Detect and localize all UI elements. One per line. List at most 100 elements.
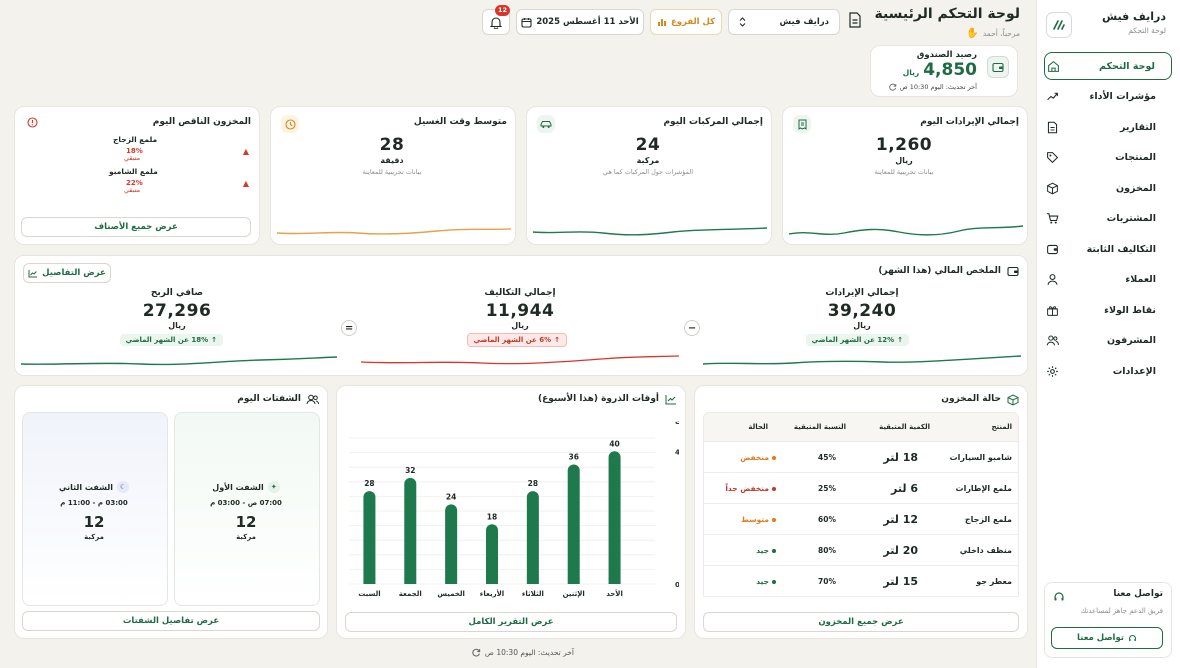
balance-updated: آخر تحديث: اليوم 10:30 ص (899, 83, 977, 91)
kpi-wash-time-title: متوسط وقت الغسيل (413, 117, 507, 127)
bar-value-label: 24 (446, 492, 456, 501)
low-stock-title: المخزون الناقص اليوم (152, 117, 251, 127)
first-shift-unit: مركبة (236, 533, 256, 541)
sidebar-item[interactable]: لوحة التحكم (1044, 52, 1172, 80)
second-shift-card: ☾ الشفت الثاني 03:00 م - 11:00 م 12 مركب… (22, 412, 168, 606)
kpi-revenue-note: بيانات تجريبية للمعاينة (874, 168, 934, 176)
refresh-icon[interactable] (889, 83, 897, 91)
bar-base (567, 578, 580, 584)
fin-profit-change: ↑ 18% عن الشهر الماضي (119, 334, 223, 346)
view-all-inventory-button[interactable]: عرض جميع المخزون (703, 612, 1019, 632)
branch-select[interactable]: درايف فيش (728, 9, 840, 35)
status-badge: جيد (756, 566, 776, 597)
user-icon (1044, 272, 1060, 288)
bar-base (363, 578, 376, 584)
sidebar-item[interactable]: الإعدادات (1044, 357, 1172, 385)
table-row: منظف داخلي 20 لتر 80% جيد (703, 535, 1019, 566)
kpi-revenue-value: 1,260 (875, 135, 933, 155)
brand-logo-icon (1046, 12, 1072, 38)
low-stock-item-name: ملمع الزجاج (113, 135, 158, 144)
wallet-icon (1007, 266, 1019, 277)
balance-amount: 4,850 (923, 60, 977, 80)
product-percent: 70% (818, 577, 836, 586)
receipt-icon (793, 115, 811, 133)
column-header: النسبة المتبقية (793, 423, 846, 431)
all-branches-button[interactable]: كل الفروع (650, 9, 722, 35)
fin-profit-value: 27,296 (142, 301, 212, 321)
sidebar-item[interactable]: نقاط الولاء (1044, 296, 1172, 324)
second-shift-name: الشفت الثاني (59, 482, 114, 492)
table-row: شامبو السيارات 18 لتر 45% منخفض (703, 442, 1019, 473)
date-text: الأحد 11 أغسطس 2025 (536, 17, 639, 27)
low-stock-card: المخزون الناقص اليوم ▲ ملمع الزجاج 18% م… (14, 106, 260, 245)
sidebar-item[interactable]: المشرفون (1044, 327, 1172, 355)
users-icon (1044, 333, 1060, 349)
view-full-report-button[interactable]: عرض التقرير الكامل (345, 612, 677, 632)
shifts-title: الشفتات اليوم (237, 394, 301, 404)
kpi-cars-title: إجمالي المركبات اليوم (663, 117, 763, 127)
bar (567, 464, 580, 584)
low-stock-item: ▲ ملمع الشامبو 22% متبقي (21, 167, 251, 197)
first-shift-time: 07:00 ص - 03:00 م (210, 499, 282, 507)
fin-profit-sparkline (21, 356, 337, 366)
wallet-icon (987, 56, 1009, 78)
alert-icon: ▲ (242, 147, 249, 156)
kpi-wash-time-card: متوسط وقت الغسيل 28 دقيقة بيانات تجريبية… (270, 106, 516, 245)
bar (445, 504, 458, 584)
product-name: ملمع الزجاج (964, 515, 1012, 524)
view-all-items-button[interactable]: عرض جميع الأصناف (21, 217, 251, 237)
bar-base (526, 578, 539, 584)
peak-times-chart: عدد المركبات 0 40 40 الأحد 36 الإثنين 28 الثلاثا… (349, 418, 679, 598)
document-icon[interactable] (848, 12, 862, 28)
moon-icon: ☾ (117, 481, 130, 493)
sidebar-item-label: التكاليف الثابتة (1086, 243, 1156, 255)
peak-times-title: أوقات الذروة (هذا الأسبوع) (538, 394, 659, 404)
kpi-revenue-unit: ريال (895, 156, 913, 165)
view-details-label: عرض التفاصيل (42, 268, 106, 278)
first-shift-name: الشفت الأول (212, 482, 264, 492)
status-text: جيد (756, 577, 769, 586)
product-name: شامبو السيارات (949, 453, 1012, 462)
fin-costs-sparkline (361, 355, 679, 365)
low-stock-item-remaining: متبقي (124, 154, 141, 162)
kpi-wash-time-note: بيانات تجريبية للمعاينة (362, 168, 422, 176)
y-tick-label: 0 (675, 581, 679, 589)
sidebar-item[interactable]: المنتجات (1044, 144, 1172, 172)
bar-value-label: 40 (609, 439, 619, 448)
minus-operator-icon: − (684, 320, 700, 336)
inventory-card: حالة المخزون المنتج الكمية المتبقية النس… (694, 385, 1028, 639)
kpi-wash-time-value: 28 (379, 135, 405, 155)
box-icon (1044, 180, 1060, 196)
second-shift-header: ☾ الشفت الثاني (21, 481, 167, 493)
bar (608, 451, 621, 584)
product-qty: 15 لتر (883, 575, 918, 588)
sidebar-item[interactable]: التكاليف الثابتة (1044, 235, 1172, 263)
sidebar-item[interactable]: التقارير (1044, 113, 1172, 141)
contact-button[interactable]: تواصل معنا (1051, 627, 1163, 649)
sidebar-item[interactable]: المخزون (1044, 174, 1172, 202)
bar-value-label: 18 (487, 512, 497, 521)
balance-currency: ريال (902, 68, 920, 77)
refresh-icon[interactable] (472, 648, 481, 657)
all-branches-label: كل الفروع (670, 17, 716, 27)
chevron-updown-icon (739, 17, 746, 27)
arrow-up-icon: ↑ (897, 336, 903, 344)
fin-profit-label: صافي الربح (150, 288, 204, 298)
sidebar-item[interactable]: المشتريات (1044, 205, 1172, 233)
bar-base (404, 578, 417, 584)
fin-revenue-value: 39,240 (827, 301, 897, 321)
calendar-icon (521, 17, 532, 28)
notifications-button[interactable]: 12 (482, 5, 511, 35)
sidebar-item-label: نقاط الولاء (1104, 304, 1156, 316)
sidebar-item[interactable]: العملاء (1044, 266, 1172, 294)
inventory-table: المنتج الكمية المتبقية النسبة المتبقية ا… (695, 412, 1029, 600)
inventory-title: حالة المخزون (941, 394, 1001, 404)
sidebar-item[interactable]: مؤشرات الأداء (1044, 83, 1172, 111)
brand-subtitle: لوحة التحكم (1128, 26, 1166, 35)
view-shift-details-button[interactable]: عرض تفاصيل الشفتات (22, 611, 320, 631)
view-details-button[interactable]: عرض التفاصيل (23, 263, 111, 283)
page-title: لوحة التحكم الرئيسية (874, 6, 1020, 22)
footer-updated: آخر تحديث: اليوم 10:30 ص (472, 648, 574, 657)
alert-circle-icon (27, 117, 38, 128)
date-picker[interactable]: الأحد 11 أغسطس 2025 (516, 9, 644, 35)
